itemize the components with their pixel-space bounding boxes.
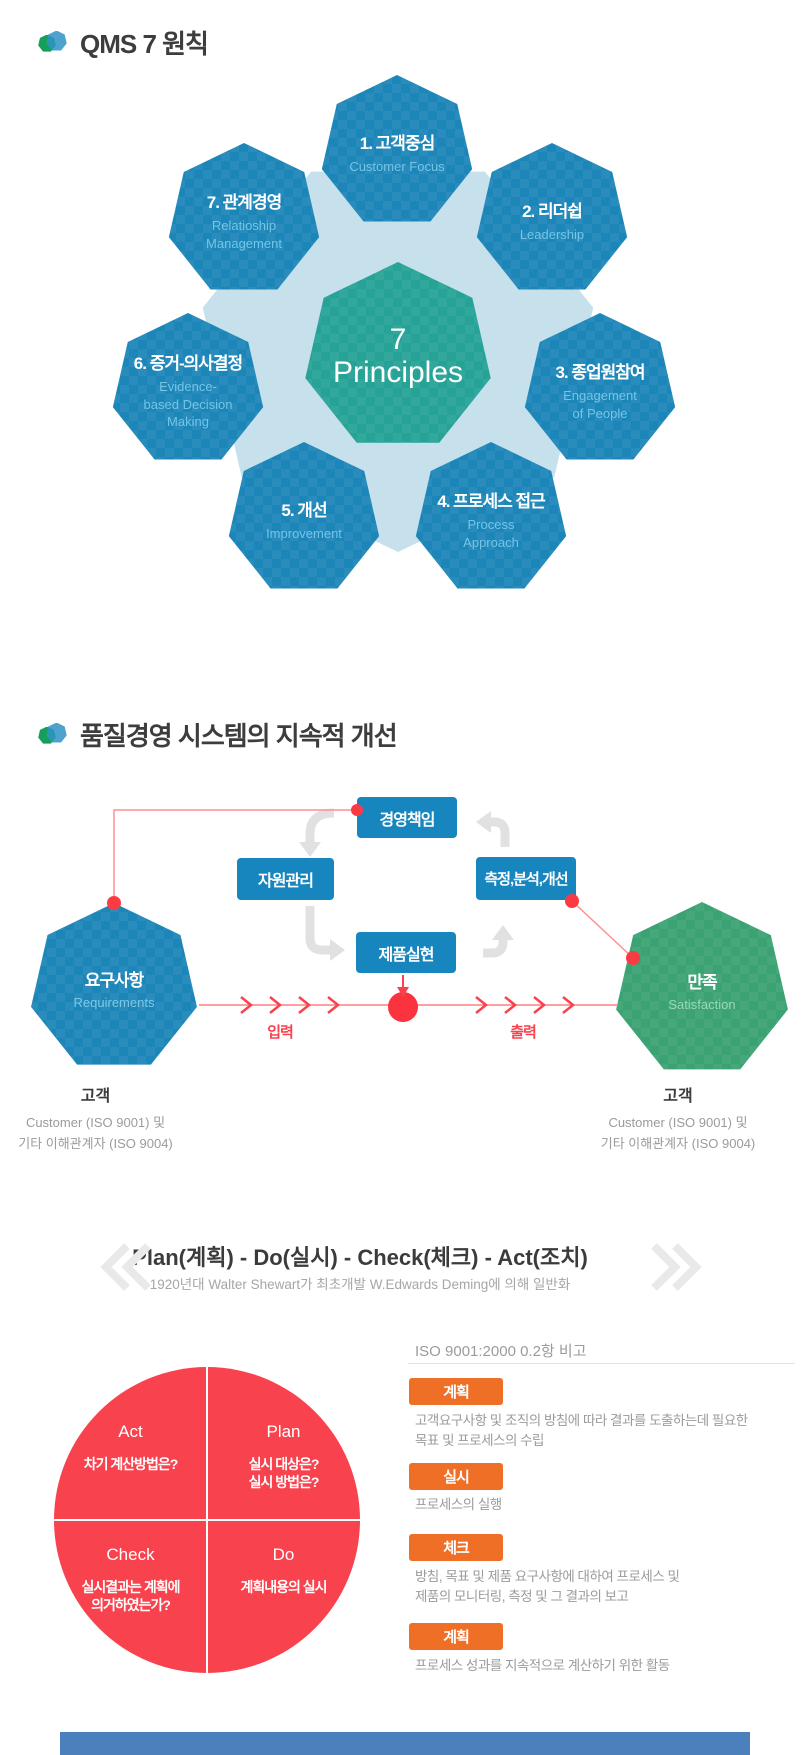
arrow-real-to-meas bbox=[483, 939, 508, 958]
customer-title: 고객 bbox=[80, 1088, 111, 1105]
principle-ko-label: 2. 리더쉽 bbox=[522, 201, 583, 221]
quadrant-name: Act bbox=[118, 1422, 143, 1441]
section-qms-title: QMS 7 원칙 bbox=[80, 29, 209, 59]
quadrant-desc: 차기 계산방법은? bbox=[83, 1456, 179, 1472]
heptagon-bullet-icon bbox=[38, 720, 68, 750]
satisfaction-heptagon: 만족 Satisfaction bbox=[616, 902, 788, 1070]
pdca-circle: Act 차기 계산방법은? Plan 실시 대상은? 실시 방법은? Check… bbox=[54, 1367, 360, 1673]
quadrant-name: Check bbox=[106, 1545, 155, 1564]
center-7-principles-heptagon: 7 Principles bbox=[305, 262, 491, 443]
quadrant-name: Plan bbox=[266, 1422, 301, 1441]
note-badge-check: 체크 bbox=[409, 1534, 503, 1561]
principle-ko-label: 1. 고객중심 bbox=[359, 133, 435, 153]
requirements-ko-label: 요구사항 bbox=[84, 971, 145, 990]
principle-ko-label: 4. 프로세스 접근 bbox=[437, 491, 545, 511]
pdca-subtitle: 1920년대 Walter Shewart가 최초개발 W.Edwards De… bbox=[149, 1277, 571, 1292]
iso-note-title: ISO 9001:2000 0.2항 비고 bbox=[415, 1343, 587, 1360]
quadrant-desc: 실시결과는 계획에 의거하였는가? bbox=[81, 1579, 181, 1614]
principle-en-label: Customer Focus bbox=[349, 158, 445, 174]
requirements-en-label: Requirements bbox=[73, 995, 155, 1010]
center-number: 7 bbox=[389, 323, 407, 357]
quadrant-check: Check 실시결과는 계획에 의거하였는가? bbox=[54, 1545, 207, 1614]
quadrant-desc: 실시 대상은? 실시 방법은? bbox=[248, 1456, 320, 1491]
arrow-res-to-real bbox=[305, 906, 331, 955]
box-management-responsibility: 경영책임 bbox=[357, 797, 457, 838]
footer-bar bbox=[60, 1732, 750, 1755]
quadrant-do: Do 계획내용의 실시 bbox=[207, 1545, 360, 1596]
principle-evidence-based-decision: 6. 증거-의사결정 Evidence- based Decision Maki… bbox=[112, 313, 264, 460]
center-label: Principles bbox=[332, 356, 464, 390]
principle-en-label: Process Approach bbox=[463, 516, 519, 550]
quadrant-plan: Plan 실시 대상은? 실시 방법은? bbox=[207, 1422, 360, 1491]
note-divider bbox=[408, 1363, 795, 1364]
principle-ko-label: 5. 개선 bbox=[281, 500, 327, 520]
principle-customer-focus: 1. 고객중심 Customer Focus bbox=[321, 75, 473, 222]
arrow-meas-to-mgmt bbox=[490, 817, 510, 847]
principle-ko-label: 3. 종업원참여 bbox=[555, 362, 645, 382]
heptagon-bullet-icon bbox=[38, 28, 68, 58]
section-qms-header: QMS 7 원칙 bbox=[38, 24, 209, 61]
requirements-heptagon: 요구사항 Requirements bbox=[31, 903, 197, 1065]
flow-chevrons bbox=[240, 996, 576, 1014]
customer-lines: Customer (ISO 9001) 및 기타 이해관계자 (ISO 9004… bbox=[600, 1115, 756, 1151]
principle-process-approach: 4. 프로세스 접근 Process Approach bbox=[415, 442, 567, 589]
principle-ko-label: 6. 증거-의사결정 bbox=[133, 354, 243, 374]
output-label: 출력 bbox=[510, 1024, 537, 1041]
principle-leadership: 2. 리더쉽 Leadership bbox=[476, 143, 628, 290]
box-measurement-analysis-improvement: 측정,분석,개선 bbox=[476, 857, 576, 900]
arrow-mgmt-to-res bbox=[305, 808, 335, 842]
customer-title: 고객 bbox=[663, 1088, 693, 1105]
note-desc-plan: 고객요구사항 및 조직의 방침에 따라 결과를 도출하는데 필요한 목표 및 프… bbox=[415, 1413, 748, 1449]
note-desc-do: 프로세스의 실행 bbox=[415, 1497, 502, 1512]
quadrant-desc: 계획내용의 실시 bbox=[240, 1579, 327, 1595]
box-resource-management: 자원관리 bbox=[237, 858, 334, 900]
principle-en-label: Engagement of People bbox=[563, 387, 637, 421]
pdca-title: Plan(계획) - Do(실시) - Check(체크) - Act(조치) bbox=[132, 1245, 588, 1270]
satisfaction-ko-label: 만족 bbox=[687, 973, 717, 992]
down-arrowhead bbox=[397, 987, 409, 997]
principle-engagement-of-people: 3. 종업원참여 Engagement of People bbox=[524, 313, 676, 460]
line-meas-to-sat bbox=[571, 900, 634, 959]
quadrant-name: Do bbox=[272, 1545, 295, 1564]
section-cycle-header: 품질경영 시스템의 지속적 개선 bbox=[38, 716, 398, 753]
note-desc-check: 방침, 목표 및 제품 요구사항에 대하여 프로세스 및 제품의 모니터링, 측… bbox=[415, 1569, 680, 1605]
input-label: 입력 bbox=[267, 1024, 294, 1041]
note-desc-act: 프로세스 성과를 지속적으로 계산하기 위한 활동 bbox=[415, 1658, 670, 1673]
principle-en-label: Relatioship Management bbox=[206, 217, 282, 251]
principle-en-label: Evidence- based Decision Making bbox=[143, 379, 233, 430]
principle-relationship-management: 7. 관계경영 Relatioship Management bbox=[168, 143, 320, 290]
customer-caption-left: 고객 Customer (ISO 9001) 및 기타 이해관계자 (ISO 9… bbox=[8, 1082, 183, 1155]
note-badge-do: 실시 bbox=[409, 1463, 503, 1490]
section-cycle-title: 품질경영 시스템의 지속적 개선 bbox=[80, 721, 398, 751]
note-badge-plan: 계획 bbox=[409, 1378, 503, 1405]
principle-ko-label: 7. 관계경영 bbox=[206, 192, 282, 212]
note-badge-act: 계획 bbox=[409, 1623, 503, 1650]
customer-caption-right: 고객 Customer (ISO 9001) 및 기타 이해관계자 (ISO 9… bbox=[558, 1082, 798, 1155]
box-product-realization: 제품실현 bbox=[356, 932, 456, 973]
principle-en-label: Leadership bbox=[519, 226, 585, 242]
quadrant-act: Act 차기 계산방법은? bbox=[54, 1422, 207, 1473]
principle-en-label: Improvement bbox=[266, 525, 342, 541]
red-connectors bbox=[113, 809, 634, 1006]
circle-divider-horizontal bbox=[54, 1519, 360, 1521]
principle-improvement: 5. 개선 Improvement bbox=[228, 442, 380, 589]
customer-lines: Customer (ISO 9001) 및 기타 이해관계자 (ISO 9004… bbox=[18, 1115, 173, 1151]
center-flow-dot bbox=[388, 992, 418, 1022]
satisfaction-en-label: Satisfaction bbox=[668, 997, 736, 1012]
